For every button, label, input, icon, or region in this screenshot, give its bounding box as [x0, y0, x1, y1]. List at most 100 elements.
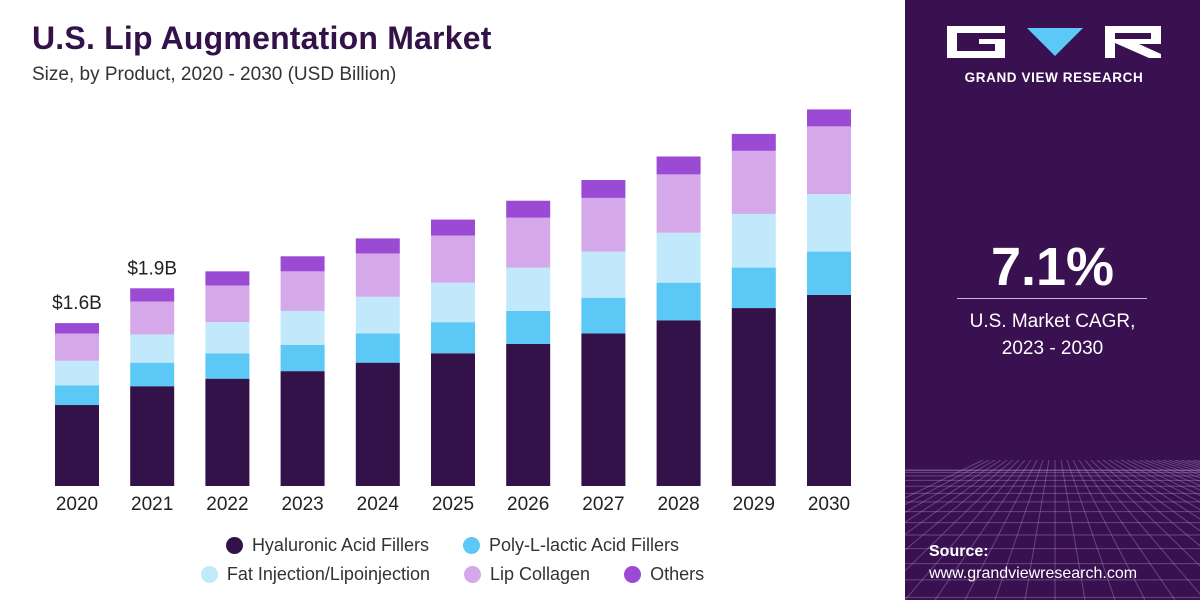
- bar-segment-2020-0: [55, 405, 99, 486]
- legend-label: Poly-L-lactic Acid Fillers: [489, 535, 680, 555]
- cagr-label-line2: 2023 - 2030: [1001, 338, 1104, 359]
- bar-segment-2030-4: [807, 109, 851, 127]
- x-tick-label: 2023: [281, 494, 323, 515]
- bar-segment-2028-0: [656, 320, 701, 486]
- chart-subtitle: Size, by Product, 2020 - 2030 (USD Billi…: [32, 64, 397, 85]
- bars-layer: [55, 109, 851, 486]
- x-tick-label: 2020: [56, 494, 98, 515]
- bar-segment-2025-2: [431, 282, 475, 323]
- bar-segment-2027-3: [581, 197, 626, 252]
- legend-item: Lip Collagen: [464, 564, 590, 585]
- bar-segment-2021-3: [130, 301, 175, 335]
- legend-item: Others: [624, 564, 704, 585]
- source-label: Source:: [929, 543, 989, 560]
- bar-segment-2022-2: [205, 322, 250, 354]
- bar-segment-2026-0: [506, 343, 551, 486]
- bar-segment-2030-2: [807, 194, 851, 252]
- legend-row: Fat Injection/Lipoinjection Lip Collagen O…: [0, 564, 905, 585]
- chart-legend: Hyaluronic Acid Fillers Poly-L-lactic Aci…: [0, 535, 905, 593]
- cagr-label: U.S. Market CAGR, 2023 - 2030: [905, 308, 1200, 362]
- labels-layer: 2020 2021 2022 2023 2024 2025 2026 2027 2028 2029…: [52, 258, 850, 515]
- bar-segment-2020-1: [55, 385, 99, 406]
- legend-swatch-icon: [225, 537, 243, 554]
- legend-item: Hyaluronic Acid Fillers: [225, 535, 429, 556]
- bar-segment-2023-0: [280, 371, 325, 486]
- bar-stack-2028: [656, 156, 701, 486]
- bar-stack-2025: [431, 219, 475, 486]
- bar-stack-2027: [581, 180, 626, 486]
- cagr-label-line1: U.S. Market CAGR,: [969, 311, 1136, 332]
- cagr-value: 7.1%: [990, 237, 1115, 297]
- bar-segment-2027-0: [581, 333, 626, 486]
- stacked-bar-chart: 2020 2021 2022 2023 2024 2025 2026 2027 2028 2029…: [52, 109, 851, 515]
- x-tick-label: 2025: [432, 494, 474, 515]
- legend-label: Lip Collagen: [490, 564, 591, 584]
- cagr-divider: [957, 298, 1147, 299]
- bar-segment-2026-4: [506, 200, 551, 218]
- bar-segment-2028-1: [656, 282, 701, 321]
- bar-segment-2023-2: [280, 310, 325, 345]
- legend-item: Fat Injection/Lipoinjection: [200, 564, 430, 585]
- legend-swatch-icon: [464, 566, 481, 583]
- bar-segment-2022-4: [205, 271, 250, 286]
- bar-segment-2021-4: [130, 288, 175, 302]
- bar-segment-2026-3: [506, 217, 551, 268]
- bar-segment-2022-1: [205, 353, 250, 379]
- bar-stack-2030: [807, 109, 851, 486]
- bar-segment-2021-1: [130, 362, 175, 387]
- bar-segment-2023-3: [280, 271, 325, 311]
- legend-item: Poly-L-lactic Acid Fillers: [463, 535, 679, 556]
- bar-segment-2025-3: [431, 235, 475, 283]
- x-tick-label: 2024: [357, 494, 400, 515]
- bar-stack-2026: [506, 200, 551, 486]
- x-tick-label: 2028: [657, 494, 699, 515]
- bar-segment-2020-4: [55, 323, 99, 334]
- bar-segment-2023-1: [280, 344, 325, 372]
- legend-label: Others: [650, 564, 705, 584]
- bar-segment-2025-1: [431, 322, 475, 354]
- bar-segment-2027-4: [581, 180, 626, 198]
- bar-segment-2029-4: [731, 133, 776, 151]
- bar-segment-2025-4: [431, 219, 475, 236]
- bar-segment-2020-2: [55, 360, 99, 386]
- bar-segment-2020-3: [55, 333, 99, 361]
- bar-segment-2029-1: [731, 267, 776, 309]
- chart-panel: U.S. Lip Augmentation Market Size, by Pr…: [0, 20, 905, 593]
- bar-stack-2029: [731, 133, 776, 486]
- legend-row: Hyaluronic Acid Fillers Poly-L-lactic Aci…: [0, 535, 905, 556]
- legend-swatch-icon: [463, 537, 480, 554]
- source-url: www.grandviewresearch.com: [929, 565, 1138, 582]
- bar-segment-2024-3: [355, 253, 400, 297]
- bar-stack-2023: [280, 256, 325, 486]
- bar-segment-2030-0: [807, 294, 851, 486]
- chart-title: U.S. Lip Augmentation Market: [32, 20, 492, 56]
- x-tick-label: 2021: [131, 494, 173, 515]
- legend-label: Hyaluronic Acid Fillers: [251, 535, 429, 555]
- grand-view-research-logo: GRAND VIEW RESEARCH: [943, 22, 1165, 85]
- bar-segment-2030-3: [807, 126, 851, 195]
- x-tick-label: 2027: [582, 494, 624, 515]
- bar-segment-2029-0: [731, 308, 776, 486]
- bar-segment-2022-0: [205, 378, 250, 486]
- bar-segment-2025-0: [431, 353, 475, 486]
- bar-segment-2028-4: [656, 156, 701, 175]
- legend-label: Fat Injection/Lipoinjection: [226, 564, 430, 584]
- bar-segment-2027-2: [581, 251, 626, 298]
- gvr-logo-icon: [947, 26, 1161, 58]
- source-block: Source: www.grandviewresearch.com: [929, 543, 1137, 583]
- bar-segment-2028-2: [656, 232, 701, 283]
- x-tick-label: 2022: [206, 494, 248, 515]
- bar-segment-2030-1: [807, 251, 851, 295]
- bar-segment-2024-2: [355, 296, 400, 334]
- bar-segment-2028-3: [656, 174, 701, 233]
- bar-stack-2022: [205, 271, 250, 486]
- bar-segment-2027-1: [581, 297, 626, 334]
- bar-segment-2024-0: [355, 362, 400, 486]
- bar-stack-2021: [130, 288, 175, 486]
- bar-stack-2024: [355, 238, 400, 486]
- bar-segment-2023-4: [280, 256, 325, 272]
- bar-segment-2029-3: [731, 150, 776, 214]
- x-tick-label: 2030: [808, 494, 850, 515]
- bar-segment-2026-1: [506, 310, 551, 344]
- x-tick-label: 2026: [507, 494, 549, 515]
